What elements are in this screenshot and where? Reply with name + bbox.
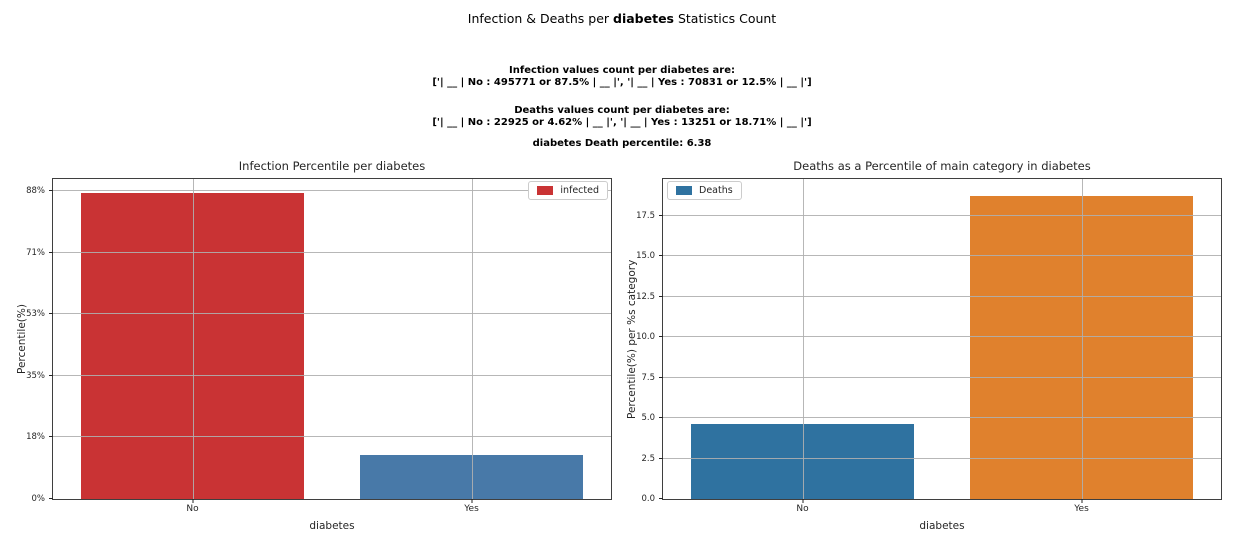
gridline-horizontal [663,417,1221,419]
death-percentile-line: diabetes Death percentile: 6.38 [532,138,712,149]
x-tick-label: Yes [464,504,479,514]
gridline-horizontal [53,313,611,315]
gridline-vertical [192,179,194,499]
gridline-vertical [802,179,804,499]
y-tick-label: 2.5 [641,453,655,464]
deaths-count-header: Deaths values count per diabetes are: [514,105,730,116]
y-tick-mark [49,498,53,499]
figure-title-suffix: Statistics Count [674,11,777,26]
y-tick-label: 18% [26,432,45,443]
y-tick-mark [659,214,663,216]
y-tick-label: 10.0 [636,332,655,343]
gridline-horizontal [663,457,1221,459]
bar-no [690,424,915,499]
deaths-count-values: ['| __ | No : 22925 or 4.62% | __ |', '|… [432,117,812,128]
y-tick-mark [659,255,663,257]
gridline-horizontal [53,436,611,438]
gridline-horizontal [663,295,1221,297]
infection-percentile-chart: Infection Percentile per diabetes Percen… [16,159,612,532]
x-tick-label: Yes [1074,504,1089,514]
y-tick-mark [49,189,53,191]
bar-no [80,192,305,499]
gridline-horizontal [663,214,1221,216]
y-tick-label: 5.0 [641,413,655,424]
y-tick-label: 15.0 [636,251,655,262]
y-tick-mark [659,457,663,459]
x-tick-mark [1081,499,1082,503]
bar-yes [969,196,1194,499]
bar-yes [359,455,584,499]
chart-title: Infection Percentile per diabetes [238,159,426,173]
chart-title: Deaths as a Percentile of main category … [793,159,1091,173]
y-tick-mark [49,313,53,315]
figure-title-prefix: Infection & Deaths per [467,11,613,26]
gridline-horizontal [663,336,1221,338]
legend: infected [528,181,608,200]
x-tick-label: No [186,504,199,514]
x-axis-label: diabetes [919,520,965,532]
y-tick-mark [659,376,663,378]
legend-label: Deaths [699,185,733,196]
gridline-vertical [1081,179,1083,499]
gridline-horizontal [53,374,611,376]
plot-area: No Yes 0% 18% 35% 53% 71% 88% [26,178,612,514]
gridline-horizontal [663,255,1221,257]
y-tick-mark [49,251,53,253]
y-tick-label: 35% [26,370,45,381]
infection-count-header: Infection values count per diabetes are: [509,65,735,76]
x-tick-mark [802,499,803,503]
legend: Deaths [667,181,742,200]
gridline-vertical [471,179,473,499]
y-tick-mark [659,336,663,338]
y-tick-label: 71% [26,247,45,258]
gridline-horizontal [53,189,611,191]
y-tick-mark [659,498,663,499]
infection-count-values: ['| __ | No : 495771 or 87.5% | __ |', '… [432,77,812,88]
legend-swatch [676,186,692,195]
y-tick-label: 17.5 [636,210,655,221]
figure-title-bold: diabetes [613,11,674,26]
y-tick-label: 12.5 [636,291,655,302]
y-tick-label: 88% [26,185,45,196]
y-tick-mark [659,295,663,297]
y-tick-mark [49,374,53,376]
legend-label: infected [560,185,599,196]
plot-area: No Yes 0.0 2.5 5.0 7.5 10.0 12.5 15.0 17.5 [636,178,1222,514]
y-axis-label: Percentile(%) [16,304,28,374]
deaths-percentile-chart: Deaths as a Percentile of main category … [626,159,1222,532]
x-tick-mark [471,499,472,503]
x-axis-label: diabetes [309,520,355,532]
y-tick-label: 7.5 [641,372,655,383]
y-tick-mark [659,417,663,419]
x-tick-label: No [796,504,809,514]
x-tick-mark [192,499,193,503]
y-tick-label: 0.0 [641,494,655,504]
y-tick-label: 0% [31,494,46,504]
y-tick-mark [49,436,53,438]
gridline-horizontal [663,376,1221,378]
gridline-horizontal [53,251,611,253]
figure-title: Infection & Deaths per diabetes Statisti… [0,11,1244,26]
legend-swatch [537,186,554,195]
y-tick-label: 53% [26,309,45,320]
